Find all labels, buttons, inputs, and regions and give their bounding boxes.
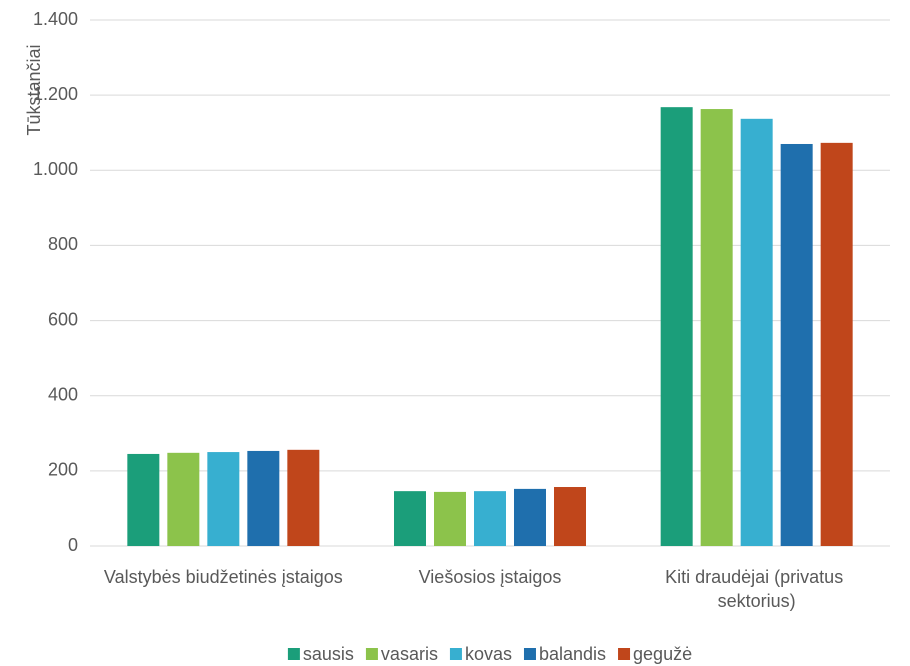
y-tick-label: 200 [48,460,78,480]
legend: sausis vasaris kovas balandis gegužė [287,644,692,664]
legend-swatch [523,648,536,660]
bar [740,118,773,546]
bar [167,452,200,546]
legend-label: balandis [539,644,606,664]
y-tick-label: 400 [48,384,78,404]
legend-swatch [449,648,462,660]
legend-label: sausis [303,644,354,664]
bar [434,491,466,546]
legend-swatch [365,648,378,660]
y-tick-label: 0 [68,535,78,555]
bar [660,107,693,546]
y-tick-label: 800 [48,234,78,254]
bar [780,143,813,546]
y-tick-label: 1.200 [33,84,78,104]
x-tick-label: Kiti draudėjai (privatus sektorius) [665,567,848,611]
bar [207,452,240,546]
legend-swatch [287,648,300,660]
bar [474,491,506,546]
legend-label: vasaris [381,644,438,664]
x-tick-label: Viešosios įstaigos [419,567,562,587]
legend-swatch [618,648,631,660]
y-tick-label: 1.000 [33,159,78,179]
bar [287,449,320,546]
bar [394,491,426,546]
bar [247,450,280,546]
legend-label: gegužė [633,644,692,664]
bar [820,142,853,546]
bar [127,453,160,546]
bar [700,109,733,547]
bar [514,488,546,546]
x-tick-label: Valstybės biudžetinės įstaigos [104,567,343,587]
y-tick-label: 600 [48,309,78,329]
bar [554,487,586,546]
y-axis-title: Tūkstančiai [24,44,44,135]
legend-label: kovas [465,644,512,664]
y-tick-label: 1.400 [33,9,78,29]
